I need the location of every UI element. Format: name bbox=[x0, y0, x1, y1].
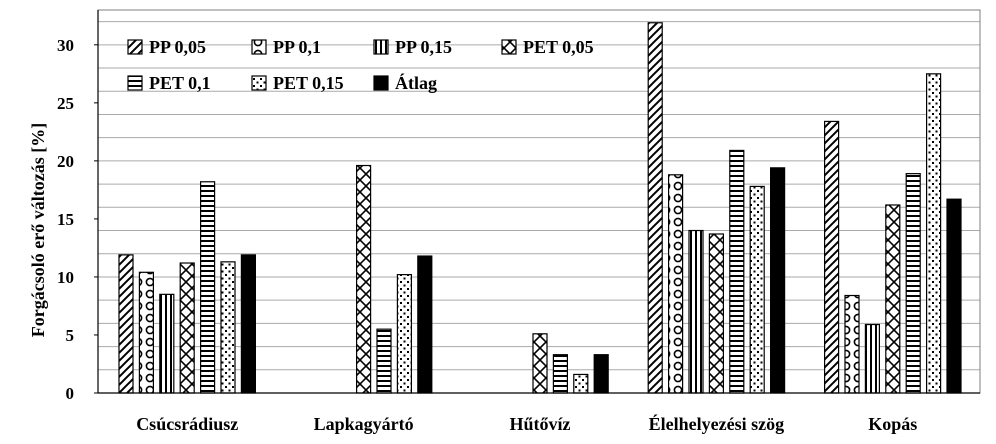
bars bbox=[118, 22, 962, 394]
y-tick-label: 25 bbox=[57, 94, 74, 113]
legend-swatch bbox=[127, 75, 143, 91]
bar bbox=[220, 261, 236, 394]
legend-swatch bbox=[127, 39, 143, 55]
legend-label: PP 0,1 bbox=[273, 37, 321, 57]
category-labels: Csúcsrádiusz Lapkagyártó Hűtővíz Élelhelyez… bbox=[136, 413, 917, 434]
bar bbox=[396, 274, 412, 394]
bar bbox=[647, 22, 663, 394]
legend-swatch bbox=[251, 39, 267, 55]
bar bbox=[200, 181, 216, 394]
bar bbox=[708, 233, 725, 394]
x-tick-label: Kopás bbox=[868, 414, 917, 434]
legend-label: PET 0,05 bbox=[523, 37, 594, 57]
y-tick-labels: 0 5 10 15 20 25 30 bbox=[57, 36, 98, 403]
bar bbox=[593, 354, 609, 394]
bar bbox=[844, 294, 860, 394]
legend-swatch bbox=[373, 75, 389, 91]
y-tick-label: 20 bbox=[57, 152, 74, 171]
bar bbox=[376, 328, 392, 394]
legend-label: PP 0,05 bbox=[149, 37, 206, 57]
bar bbox=[573, 373, 589, 394]
gridlines bbox=[98, 21, 980, 371]
bar bbox=[769, 167, 786, 394]
bar bbox=[240, 254, 256, 394]
bar bbox=[864, 323, 881, 394]
bar bbox=[667, 174, 684, 394]
legend-label: PP 0,15 bbox=[395, 37, 452, 57]
bar bbox=[532, 333, 548, 394]
bar bbox=[118, 254, 134, 394]
legend-swatch bbox=[251, 75, 267, 91]
bar bbox=[138, 271, 154, 394]
bar bbox=[925, 73, 942, 394]
legend: PP 0,05 PP 0,1 PP 0,15 PET 0,05 PET 0,1 PET 0… bbox=[127, 37, 594, 93]
y-tick-label: 15 bbox=[57, 210, 74, 229]
bar bbox=[823, 120, 840, 394]
y-axis-label: Forgácsoló erő változás [%] bbox=[28, 123, 48, 337]
y-tick-label: 5 bbox=[66, 326, 75, 345]
legend-label: PET 0,1 bbox=[149, 73, 211, 93]
legend-label: Átlag bbox=[395, 72, 437, 93]
axes bbox=[97, 9, 981, 394]
bar bbox=[749, 185, 765, 394]
bar bbox=[356, 164, 372, 394]
bar bbox=[688, 229, 704, 394]
y-tick-label: 30 bbox=[57, 36, 74, 55]
bar bbox=[417, 255, 433, 394]
x-tick-label: Csúcsrádiusz bbox=[136, 414, 238, 434]
legend-label: PET 0,15 bbox=[273, 73, 344, 93]
bar bbox=[552, 354, 569, 394]
bar bbox=[159, 293, 175, 394]
bar bbox=[905, 173, 921, 394]
bar bbox=[179, 262, 195, 394]
x-tick-label: Hűtővíz bbox=[510, 414, 571, 434]
y-tick-label: 0 bbox=[66, 384, 75, 403]
bar bbox=[885, 204, 901, 394]
bar bbox=[729, 149, 745, 394]
x-tick-label: Élelhelyezési szög bbox=[649, 413, 784, 434]
bar bbox=[946, 198, 962, 394]
legend-swatch bbox=[373, 39, 389, 55]
legend-swatch bbox=[501, 39, 517, 55]
y-tick-label: 10 bbox=[57, 268, 74, 287]
x-tick-label: Lapkagyártó bbox=[314, 414, 414, 434]
